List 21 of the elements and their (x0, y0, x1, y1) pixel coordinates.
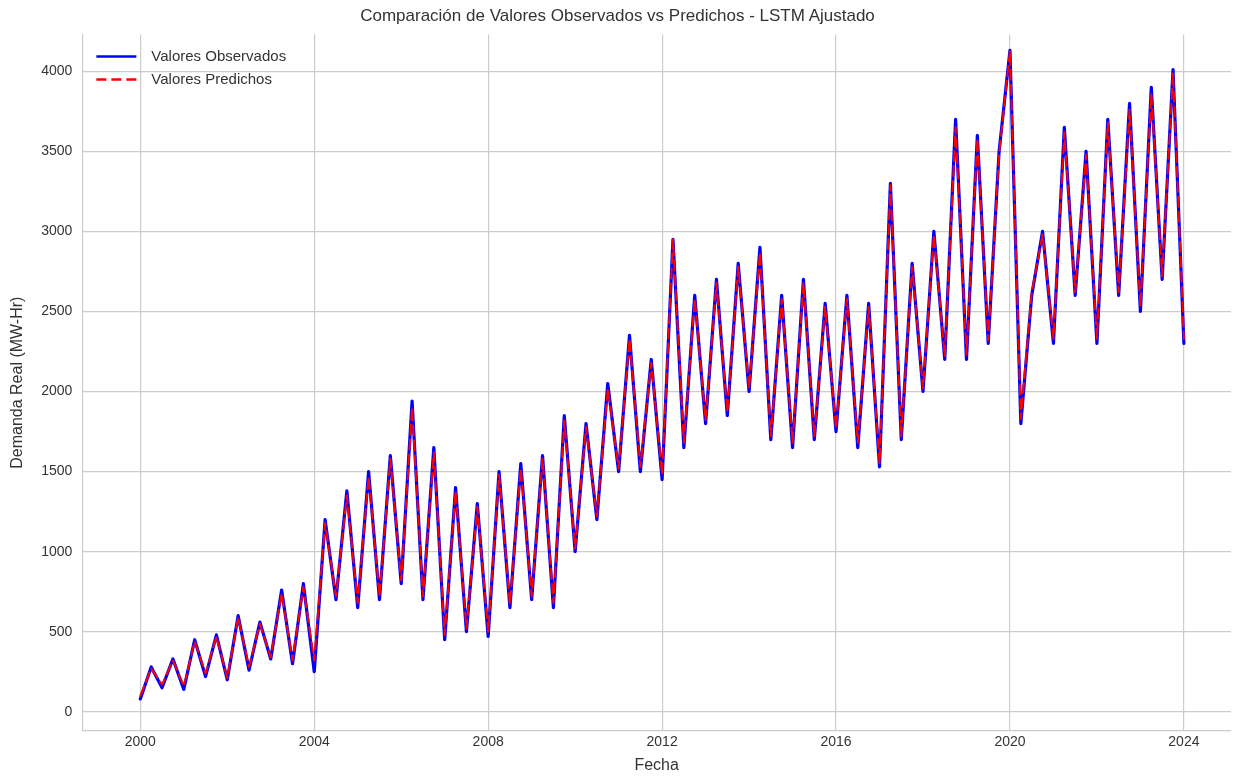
legend-label: Valores Predichos (151, 69, 272, 87)
y-tick-label: 500 (48, 622, 73, 639)
x-tick-label: 2000 (124, 733, 157, 750)
y-tick-label: 4000 (41, 62, 73, 79)
y-tick-label: 0 (64, 702, 73, 719)
x-tick-label: 2012 (646, 733, 678, 750)
x-tick-label: 2008 (472, 733, 504, 750)
x-tick-label: 2020 (994, 733, 1026, 750)
x-tick-label: 2024 (1168, 733, 1200, 750)
y-tick-label: 1000 (41, 542, 73, 559)
y-tick-label: 1500 (41, 462, 73, 479)
y-tick-label: 2500 (41, 302, 73, 319)
y-tick-label: 3500 (41, 142, 73, 159)
chart-title: Comparación de Valores Observados vs Predichos - LSTM Ajustado (360, 5, 875, 25)
x-axis-title: Fecha (634, 755, 680, 773)
y-tick-label: 2000 (41, 382, 73, 399)
y-tick-label: 3000 (41, 222, 73, 239)
x-tick-label: 2016 (820, 733, 852, 750)
y-axis-title: Demanda Real (MW-Hr) (8, 296, 26, 469)
x-tick-label: 2004 (298, 733, 331, 750)
legend-label: Valores Observados (151, 46, 287, 64)
